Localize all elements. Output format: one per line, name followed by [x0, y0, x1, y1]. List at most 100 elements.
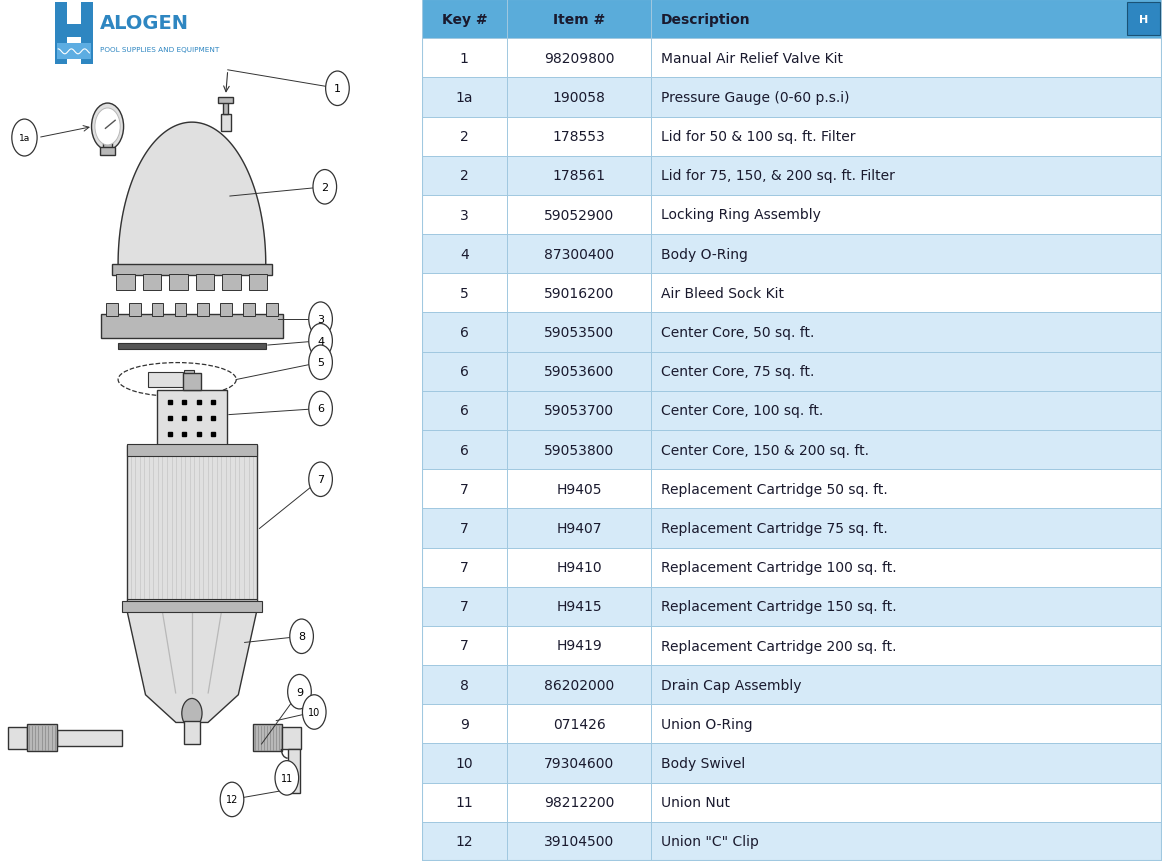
- Text: 11: 11: [281, 773, 293, 783]
- Circle shape: [95, 108, 120, 146]
- Bar: [651, 744, 1162, 783]
- Bar: [127, 444, 257, 457]
- Polygon shape: [127, 609, 257, 722]
- Text: H9415: H9415: [557, 599, 602, 614]
- Bar: [422, 352, 1162, 392]
- Bar: [57, 730, 122, 746]
- Bar: [507, 469, 651, 509]
- Text: 3: 3: [317, 315, 324, 325]
- Circle shape: [309, 345, 332, 380]
- Text: 10: 10: [308, 707, 321, 717]
- Bar: [422, 0, 1162, 39]
- Text: 59052900: 59052900: [544, 208, 615, 222]
- Bar: [651, 195, 1162, 235]
- Bar: [651, 313, 1162, 352]
- Text: Center Core, 150 & 200 sq. ft.: Center Core, 150 & 200 sq. ft.: [661, 443, 869, 457]
- Bar: [127, 599, 257, 609]
- Text: 2: 2: [321, 183, 329, 193]
- Bar: [651, 392, 1162, 430]
- Bar: [507, 274, 651, 313]
- Bar: [651, 0, 1162, 39]
- Bar: [651, 666, 1162, 704]
- Bar: [422, 313, 507, 352]
- Bar: [243, 303, 256, 317]
- Bar: [222, 275, 241, 290]
- Bar: [223, 102, 228, 115]
- Text: 178561: 178561: [553, 169, 605, 183]
- Bar: [422, 783, 1162, 822]
- Text: 59053700: 59053700: [544, 404, 615, 418]
- Bar: [507, 430, 651, 469]
- Bar: [422, 430, 507, 469]
- Bar: [218, 98, 234, 104]
- Text: H: H: [1139, 15, 1148, 25]
- Bar: [253, 724, 281, 752]
- Bar: [507, 783, 651, 822]
- Bar: [651, 352, 1162, 392]
- Bar: [651, 666, 1162, 704]
- Bar: [249, 275, 267, 290]
- Bar: [507, 0, 651, 39]
- Text: 87300400: 87300400: [544, 247, 615, 262]
- Text: 6: 6: [460, 404, 468, 418]
- Bar: [422, 666, 1162, 704]
- Bar: [422, 783, 507, 822]
- Bar: [651, 548, 1162, 587]
- Text: 7: 7: [460, 639, 468, 653]
- Bar: [422, 157, 1162, 195]
- Bar: [651, 157, 1162, 195]
- Bar: [422, 548, 1162, 587]
- Text: Union "C" Clip: Union "C" Clip: [661, 834, 759, 848]
- Circle shape: [92, 104, 123, 151]
- Bar: [651, 352, 1162, 392]
- Bar: [422, 39, 1162, 78]
- Text: H9410: H9410: [557, 561, 602, 574]
- Text: Union O-Ring: Union O-Ring: [661, 717, 753, 731]
- Text: 1: 1: [460, 52, 468, 65]
- Bar: [422, 469, 1162, 509]
- Bar: [8, 727, 27, 749]
- Bar: [422, 509, 507, 548]
- Bar: [507, 666, 651, 704]
- Text: 4: 4: [317, 337, 324, 346]
- Bar: [422, 626, 507, 666]
- Bar: [507, 195, 651, 235]
- Text: Air Bleed Sock Kit: Air Bleed Sock Kit: [661, 287, 784, 300]
- Bar: [651, 313, 1162, 352]
- Bar: [182, 374, 201, 391]
- Text: 59016200: 59016200: [544, 287, 615, 300]
- Bar: [103, 133, 112, 151]
- Text: 5: 5: [317, 358, 324, 368]
- Text: Replacement Cartridge 50 sq. ft.: Replacement Cartridge 50 sq. ft.: [661, 482, 888, 496]
- Text: H9405: H9405: [557, 482, 602, 496]
- Bar: [651, 392, 1162, 430]
- Bar: [651, 626, 1162, 666]
- Text: Key #: Key #: [442, 13, 487, 27]
- Text: 6: 6: [460, 365, 468, 379]
- Bar: [281, 727, 301, 749]
- Bar: [507, 352, 651, 392]
- Bar: [422, 195, 1162, 235]
- Bar: [507, 548, 651, 587]
- Text: POOL SUPPLIES AND EQUIPMENT: POOL SUPPLIES AND EQUIPMENT: [100, 47, 220, 53]
- Text: 6: 6: [460, 325, 468, 339]
- Text: 59053500: 59053500: [544, 325, 615, 339]
- Bar: [119, 344, 266, 350]
- Text: 6: 6: [460, 443, 468, 457]
- Text: 071426: 071426: [553, 717, 605, 731]
- Bar: [651, 39, 1162, 78]
- Bar: [112, 264, 272, 276]
- Bar: [422, 822, 1162, 861]
- Circle shape: [309, 324, 332, 358]
- Text: 9: 9: [460, 717, 468, 731]
- Bar: [1127, 3, 1160, 35]
- Bar: [507, 157, 651, 195]
- Bar: [422, 626, 1162, 666]
- Bar: [55, 25, 93, 38]
- Circle shape: [302, 695, 327, 729]
- Text: Item #: Item #: [553, 13, 605, 27]
- Bar: [651, 157, 1162, 195]
- Bar: [422, 744, 1162, 783]
- Bar: [221, 303, 232, 317]
- Text: Drain Cap Assembly: Drain Cap Assembly: [661, 678, 802, 692]
